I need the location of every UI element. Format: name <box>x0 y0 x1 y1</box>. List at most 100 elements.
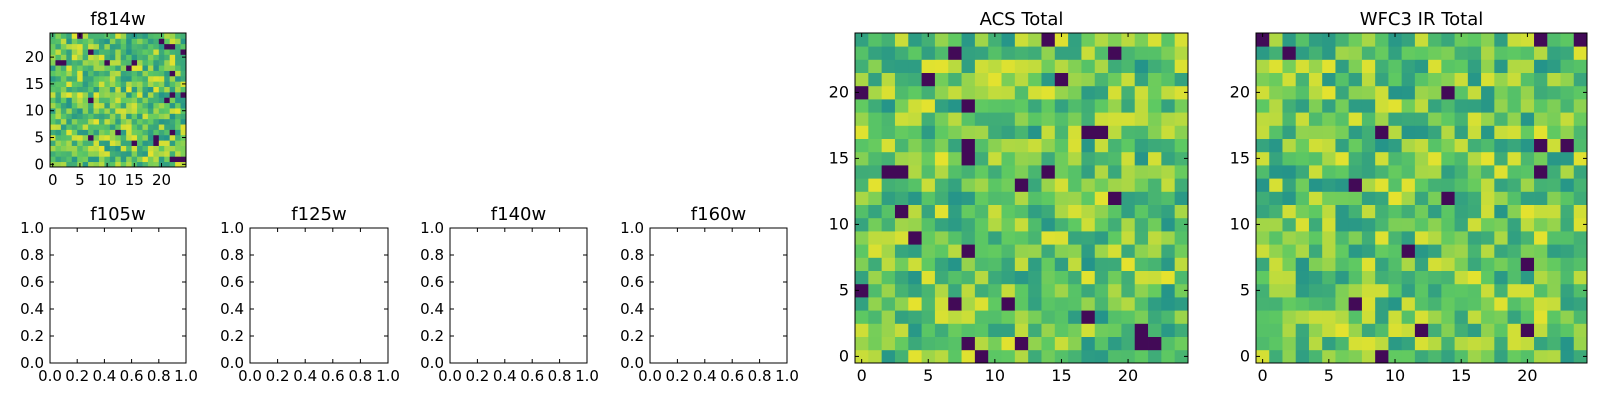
heatmap-cell <box>1560 125 1575 139</box>
heatmap-cell <box>1295 336 1310 351</box>
heatmap-cell <box>1560 138 1575 153</box>
heatmap-cell <box>1375 297 1389 311</box>
heatmap-cell <box>1481 349 1495 364</box>
heatmap-cell <box>881 138 896 153</box>
heatmap-cell <box>1108 33 1122 47</box>
heatmap-cell <box>137 75 143 82</box>
heatmap-cell <box>961 297 976 311</box>
heatmap-cell <box>50 118 56 125</box>
heatmap-cell <box>109 156 116 163</box>
heatmap-cell <box>1335 310 1350 324</box>
heatmap-cell <box>1361 178 1376 192</box>
heatmap-cell <box>1560 244 1575 258</box>
heatmap-cell <box>1028 151 1042 166</box>
heatmap-cell <box>164 43 171 50</box>
heatmap-cell <box>175 59 181 66</box>
heatmap-cell <box>88 134 94 141</box>
heatmap-cell <box>180 70 187 77</box>
heatmap-cell <box>1534 231 1548 245</box>
heatmap-cell <box>1441 72 1455 87</box>
heatmap-cell <box>881 231 896 245</box>
heatmap-cell <box>82 70 89 77</box>
heatmap-cell <box>1174 138 1189 153</box>
heatmap-cell <box>93 161 100 168</box>
heatmap-cell <box>1282 112 1297 126</box>
heatmap-cell <box>1081 336 1096 351</box>
heatmap-cell <box>934 217 949 232</box>
heatmap-cell <box>164 156 171 163</box>
heatmap-cell <box>988 323 1002 337</box>
heatmap-cell <box>1269 244 1283 258</box>
heatmap-cell <box>1295 191 1310 205</box>
heatmap-cell <box>169 38 176 45</box>
heatmap-cell <box>1014 297 1029 311</box>
heatmap-cell <box>1134 231 1149 245</box>
heatmap-cell <box>1121 297 1136 311</box>
heatmap-cell <box>164 59 171 66</box>
heatmap-cell <box>104 49 111 55</box>
heatmap-cell <box>60 49 67 55</box>
heatmap-cell <box>180 113 187 120</box>
heatmap-cell <box>1028 297 1042 311</box>
x-tick-label: 15 <box>125 171 144 189</box>
heatmap-cell <box>921 191 936 205</box>
heatmap-cell <box>93 113 100 120</box>
heatmap-cell <box>109 134 116 141</box>
heatmap-cell <box>131 38 138 45</box>
heatmap-cell <box>55 49 62 55</box>
heatmap-cell <box>153 156 160 163</box>
heatmap-cell <box>855 336 869 351</box>
heatmap-cell <box>1308 165 1323 179</box>
heatmap-cell <box>164 38 171 45</box>
heatmap-cell <box>1520 151 1535 166</box>
heatmap-cell <box>908 323 922 337</box>
heatmap-cell <box>1028 310 1042 324</box>
heatmap-cell <box>77 124 84 130</box>
heatmap-cell <box>120 91 127 98</box>
heatmap-cell <box>1361 297 1376 311</box>
heatmap-cell <box>158 97 165 104</box>
heatmap-cell <box>1388 231 1403 245</box>
heatmap-cell <box>1028 283 1042 298</box>
heatmap-cell <box>120 49 127 55</box>
heatmap-cell <box>948 270 962 285</box>
heatmap-cell <box>1161 178 1176 192</box>
heatmap-cell <box>894 231 909 245</box>
heatmap-cell <box>1081 165 1096 179</box>
heatmap-cell <box>147 65 154 71</box>
y-tick-label: 0.4 <box>220 300 244 318</box>
heatmap-cell <box>66 97 73 104</box>
x-tick-label: 10 <box>1385 366 1405 385</box>
heatmap-cell <box>1520 99 1535 113</box>
heatmap-cell <box>1560 99 1575 113</box>
heatmap-cell <box>1134 138 1149 153</box>
heatmap-cell <box>974 112 989 126</box>
heatmap-cell <box>1134 204 1149 219</box>
heatmap-cell <box>855 323 869 337</box>
heatmap-cell <box>881 165 896 179</box>
heatmap-cell <box>55 108 62 114</box>
heatmap-cell <box>1441 59 1455 73</box>
heatmap-cell <box>77 59 84 66</box>
heatmap-cell <box>142 75 149 82</box>
heatmap-cell <box>1428 257 1442 271</box>
heatmap-cell <box>1401 270 1416 285</box>
heatmap-cell <box>93 134 100 141</box>
heatmap-cell <box>1441 204 1455 219</box>
heatmap-cell <box>1348 297 1363 311</box>
heatmap-cell <box>1269 349 1283 364</box>
heatmap-cell <box>1269 85 1283 100</box>
heatmap-cell <box>1573 217 1588 232</box>
heatmap-cell <box>1534 204 1548 219</box>
heatmap-cell <box>1161 125 1176 139</box>
heatmap-cell <box>921 257 936 271</box>
heatmap-cell <box>115 33 122 39</box>
heatmap-cell <box>104 43 111 50</box>
heatmap-cell <box>93 54 100 61</box>
heatmap-cell <box>1174 112 1189 126</box>
heatmap-cell <box>158 75 165 82</box>
heatmap-cell <box>868 85 883 100</box>
heatmap-cell <box>137 54 143 61</box>
heatmap-cell <box>50 156 56 163</box>
